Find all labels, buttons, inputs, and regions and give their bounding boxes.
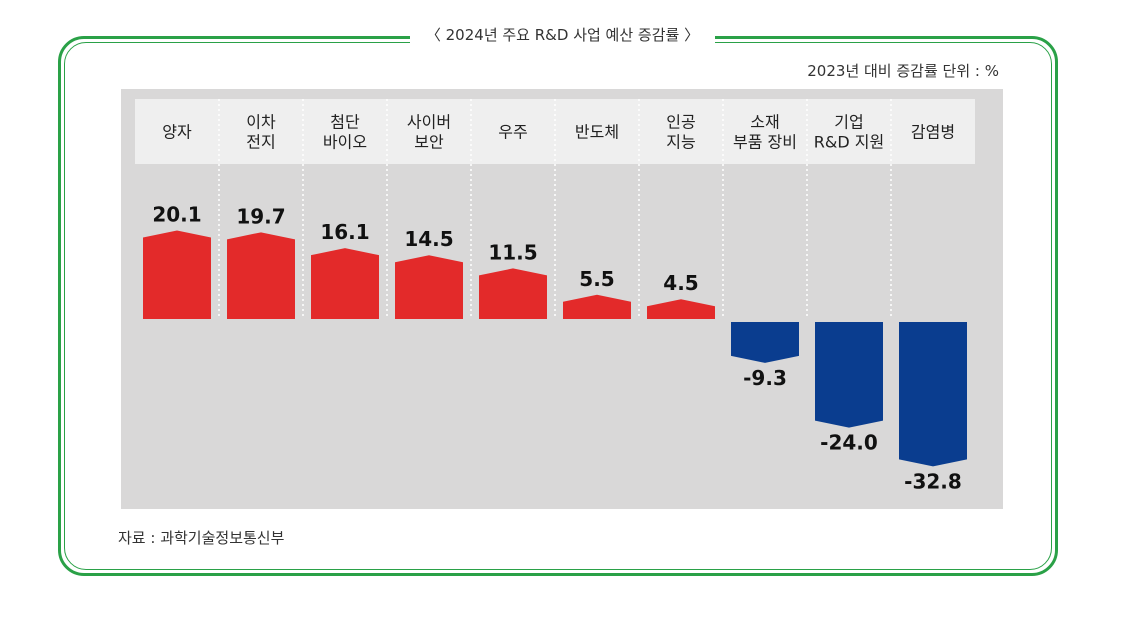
category-label: 소재 bbox=[750, 113, 779, 132]
value-label: -24.0 bbox=[820, 431, 878, 455]
category-label: 우주 bbox=[498, 123, 527, 142]
bar-negative bbox=[815, 322, 883, 428]
category-label: 감염병 bbox=[911, 123, 955, 142]
category-label: 전지 bbox=[246, 133, 275, 152]
bar-negative bbox=[899, 322, 967, 467]
category-label: 지능 bbox=[666, 133, 695, 152]
category-label: 인공 bbox=[666, 113, 695, 132]
value-label: 14.5 bbox=[404, 227, 453, 251]
category-label: 바이오 bbox=[323, 133, 367, 152]
category-label: 이차 bbox=[246, 113, 276, 132]
category-label: 부품 장비 bbox=[733, 133, 797, 152]
chart-title: 〈 2024년 주요 R&D 사업 예산 증감률 〉 bbox=[409, 24, 716, 45]
title-wrap: 〈 2024년 주요 R&D 사업 예산 증감률 〉 bbox=[0, 24, 1125, 45]
value-label: -32.8 bbox=[904, 469, 962, 493]
category-label: 양자 bbox=[162, 123, 192, 142]
bar-positive bbox=[143, 230, 211, 319]
source-note: 자료 : 과학기술정보통신부 bbox=[118, 529, 285, 547]
bar-positive bbox=[311, 248, 379, 319]
category-label: 반도체 bbox=[575, 123, 619, 142]
unit-note: 2023년 대비 증감률 단위 : % bbox=[807, 62, 999, 80]
value-label: 20.1 bbox=[152, 203, 201, 227]
value-label: 11.5 bbox=[488, 240, 537, 264]
category-label: 첨단 bbox=[330, 113, 360, 132]
category-label: 보안 bbox=[414, 133, 444, 152]
category-label: 사이버 bbox=[407, 113, 451, 132]
category-label: 기업 bbox=[834, 113, 863, 132]
value-label: 5.5 bbox=[579, 267, 614, 291]
value-label: 16.1 bbox=[320, 220, 369, 244]
value-label: 4.5 bbox=[663, 271, 698, 295]
bar-positive bbox=[479, 268, 547, 319]
value-label: -9.3 bbox=[743, 366, 787, 390]
bar-positive bbox=[563, 294, 631, 319]
bar-positive bbox=[647, 299, 715, 319]
bar-positive bbox=[227, 232, 295, 319]
bar-positive bbox=[395, 255, 463, 319]
bar-negative bbox=[731, 322, 799, 363]
value-label: 19.7 bbox=[236, 204, 285, 228]
category-label: R&D 지원 bbox=[814, 133, 884, 152]
